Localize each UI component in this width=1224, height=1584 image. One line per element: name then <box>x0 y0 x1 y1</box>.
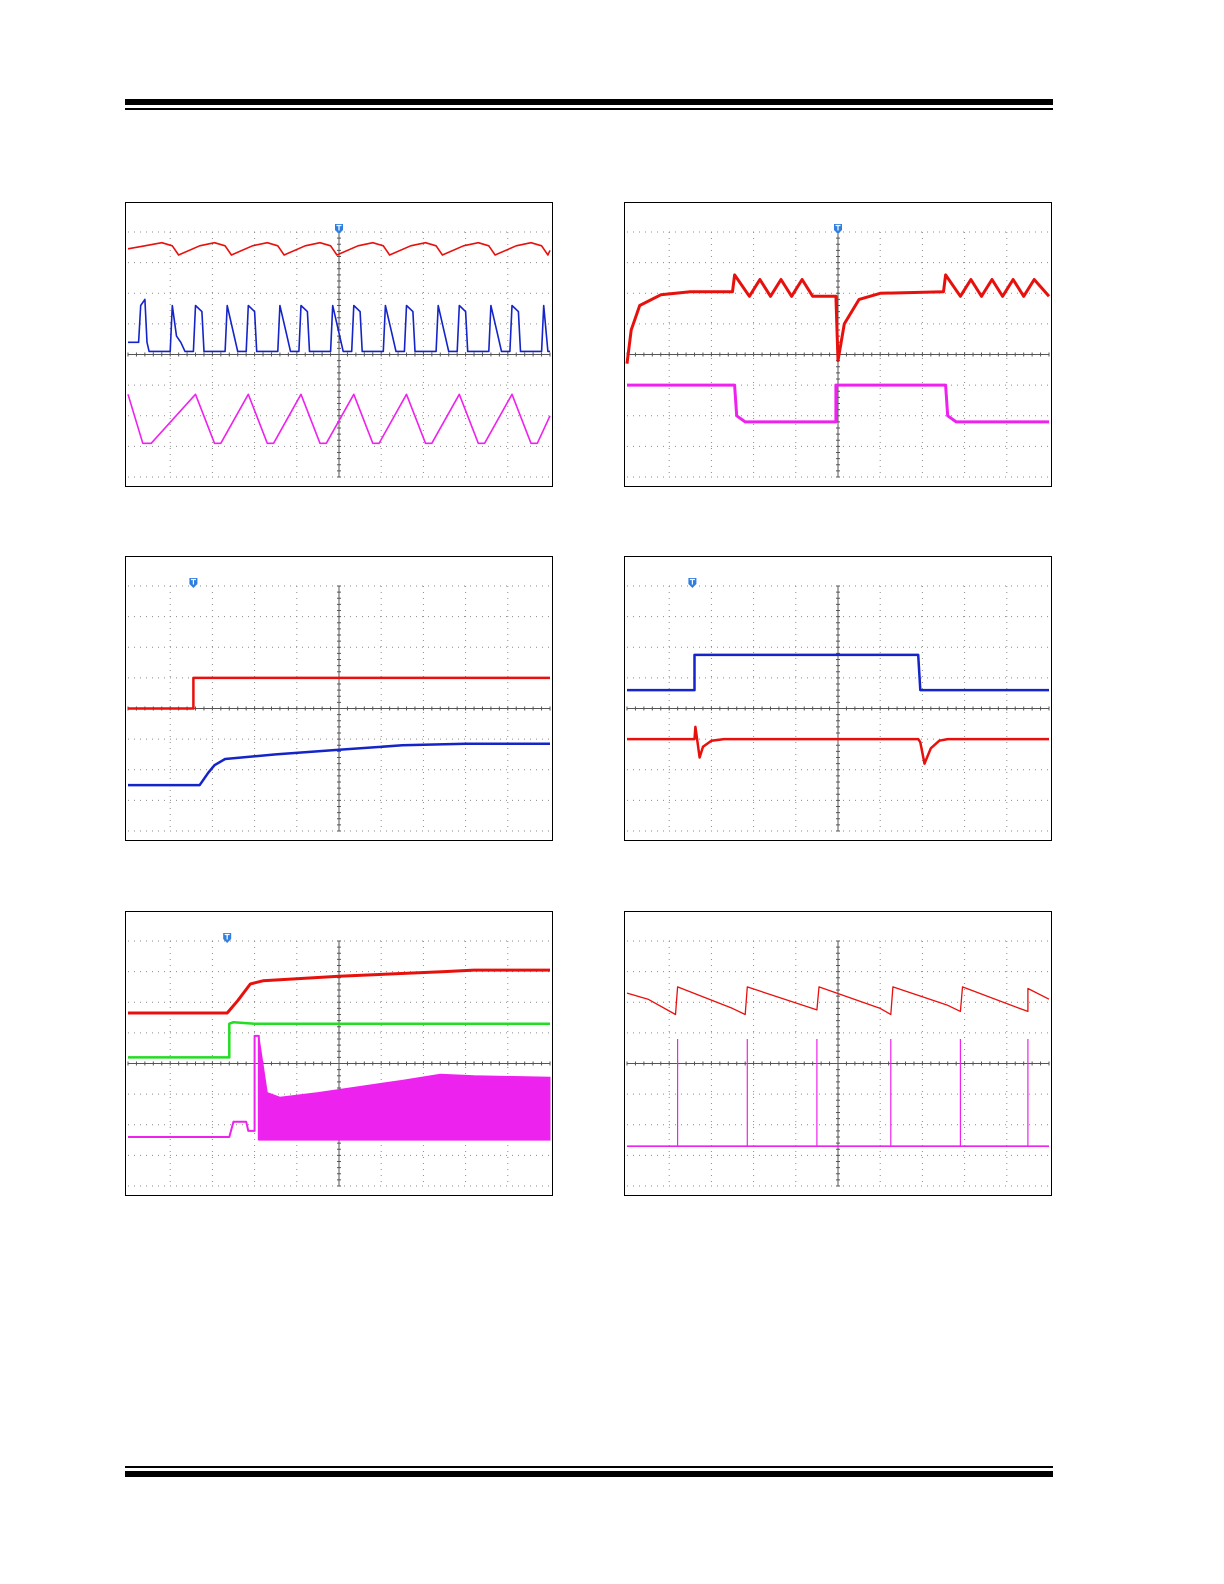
trace-1 <box>127 241 551 256</box>
trace-2 <box>128 1020 550 1059</box>
trace-2 <box>627 383 1049 424</box>
trigger-marker-glyph <box>689 578 695 585</box>
trace-1 <box>128 676 550 710</box>
scope-plot-3 <box>127 578 551 832</box>
trace-2 <box>128 742 550 787</box>
trace-2 <box>627 725 1049 765</box>
axis-ticks <box>127 940 551 1187</box>
trigger-marker-icon <box>834 224 842 234</box>
axis-ticks <box>127 585 551 832</box>
trace-3 <box>127 393 551 445</box>
axis-ticks <box>127 231 551 478</box>
scope-panel-1 <box>125 202 553 487</box>
trigger-marker-glyph <box>224 933 230 940</box>
trace-1 <box>627 653 1049 692</box>
scope-plot-6 <box>626 940 1050 1187</box>
trace-1 <box>626 986 1050 1016</box>
trigger-marker-glyph <box>336 224 342 231</box>
scope-panel-6 <box>624 911 1052 1196</box>
header-rule-thin <box>125 108 1053 110</box>
scope-plot-1 <box>127 224 551 478</box>
header-rule-thick <box>125 99 1053 105</box>
scope-panel-2 <box>624 202 1052 487</box>
scope-plot-5 <box>127 933 551 1187</box>
trigger-marker-icon <box>688 578 697 588</box>
scope-plot-2 <box>625 224 1051 478</box>
scope-panel-4 <box>624 556 1052 841</box>
trace-1 <box>625 273 1051 364</box>
trace-2 <box>128 298 550 353</box>
scope-panel-5 <box>125 911 553 1196</box>
footer-rule-thick <box>125 1471 1053 1477</box>
trigger-marker-icon <box>223 933 232 943</box>
axis-ticks <box>626 585 1050 832</box>
scope-panel-3 <box>125 556 553 841</box>
switching-band <box>258 1035 551 1141</box>
trace-3 <box>128 1034 260 1141</box>
trigger-marker-glyph <box>835 224 841 231</box>
trigger-marker-icon <box>189 578 198 588</box>
scope-plot-4 <box>626 578 1050 832</box>
trace-1 <box>128 968 550 1015</box>
footer-rule-thin <box>125 1466 1053 1468</box>
trigger-marker-glyph <box>190 578 196 585</box>
trigger-marker-icon <box>335 224 343 234</box>
